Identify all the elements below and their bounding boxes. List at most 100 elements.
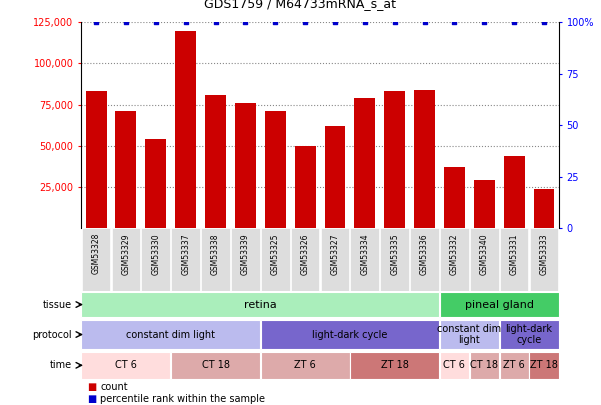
Text: CT 18: CT 18	[201, 360, 230, 370]
FancyBboxPatch shape	[440, 228, 469, 291]
Text: GSM53339: GSM53339	[241, 233, 250, 275]
Text: GSM53325: GSM53325	[270, 233, 279, 275]
Point	[539, 19, 549, 26]
FancyBboxPatch shape	[291, 228, 320, 291]
Text: GSM53326: GSM53326	[300, 233, 310, 275]
Bar	[474, 180, 495, 228]
Point	[270, 19, 280, 26]
FancyBboxPatch shape	[81, 352, 171, 379]
Text: ZT 18: ZT 18	[530, 360, 558, 370]
Point	[450, 19, 459, 26]
Text: percentile rank within the sample: percentile rank within the sample	[100, 394, 266, 404]
FancyBboxPatch shape	[261, 320, 439, 350]
FancyBboxPatch shape	[141, 228, 170, 291]
FancyBboxPatch shape	[410, 228, 439, 291]
Bar	[205, 95, 226, 228]
FancyBboxPatch shape	[261, 228, 290, 291]
Text: light-dark
cycle: light-dark cycle	[505, 324, 552, 345]
Point	[360, 19, 370, 26]
Text: time: time	[49, 360, 72, 370]
Bar	[444, 167, 465, 228]
Bar	[355, 98, 375, 228]
FancyBboxPatch shape	[261, 352, 350, 379]
Bar	[414, 90, 435, 228]
Text: GSM53333: GSM53333	[540, 233, 549, 275]
FancyBboxPatch shape	[500, 228, 528, 291]
Text: GSM53338: GSM53338	[211, 233, 220, 275]
Text: GSM53340: GSM53340	[480, 233, 489, 275]
Point	[390, 19, 400, 26]
FancyBboxPatch shape	[469, 352, 499, 379]
FancyBboxPatch shape	[82, 228, 111, 291]
Point	[300, 19, 310, 26]
Bar	[175, 30, 196, 228]
Text: CT 6: CT 6	[115, 360, 137, 370]
Text: GSM53337: GSM53337	[181, 233, 190, 275]
Text: GSM53335: GSM53335	[390, 233, 399, 275]
Point	[181, 19, 191, 26]
Point	[509, 19, 519, 26]
Text: ZT 6: ZT 6	[503, 360, 525, 370]
Text: GSM53329: GSM53329	[121, 233, 130, 275]
Text: ZT 18: ZT 18	[381, 360, 409, 370]
FancyBboxPatch shape	[440, 320, 499, 350]
Bar	[85, 92, 106, 228]
Text: constant dim light: constant dim light	[126, 330, 215, 339]
Text: tissue: tissue	[43, 300, 72, 309]
Point	[330, 19, 340, 26]
Text: constant dim
light: constant dim light	[438, 324, 501, 345]
Text: GSM53327: GSM53327	[331, 233, 340, 275]
Point	[211, 19, 221, 26]
FancyBboxPatch shape	[529, 352, 559, 379]
Point	[121, 19, 131, 26]
Bar	[115, 111, 136, 228]
Text: ■: ■	[87, 394, 96, 404]
FancyBboxPatch shape	[201, 228, 230, 291]
Text: CT 6: CT 6	[444, 360, 465, 370]
FancyBboxPatch shape	[112, 228, 140, 291]
FancyBboxPatch shape	[231, 228, 260, 291]
FancyBboxPatch shape	[440, 292, 559, 317]
FancyBboxPatch shape	[171, 228, 200, 291]
Text: CT 18: CT 18	[470, 360, 498, 370]
Text: pineal gland: pineal gland	[465, 300, 534, 309]
Text: GSM53331: GSM53331	[510, 233, 519, 275]
FancyBboxPatch shape	[320, 228, 349, 291]
Text: GSM53330: GSM53330	[151, 233, 160, 275]
Bar	[384, 92, 405, 228]
Text: light-dark cycle: light-dark cycle	[312, 330, 388, 339]
Bar	[145, 139, 166, 228]
Bar	[265, 111, 285, 228]
Text: ■: ■	[87, 382, 96, 392]
Text: GSM53328: GSM53328	[91, 233, 100, 275]
FancyBboxPatch shape	[470, 228, 499, 291]
FancyBboxPatch shape	[380, 228, 409, 291]
Text: GSM53332: GSM53332	[450, 233, 459, 275]
Point	[240, 19, 250, 26]
Point	[419, 19, 429, 26]
FancyBboxPatch shape	[499, 352, 529, 379]
Text: GSM53336: GSM53336	[420, 233, 429, 275]
FancyBboxPatch shape	[499, 320, 559, 350]
Bar	[325, 126, 346, 228]
Text: GSM53334: GSM53334	[361, 233, 370, 275]
Text: protocol: protocol	[32, 330, 72, 339]
Bar	[534, 188, 555, 228]
Point	[480, 19, 489, 26]
Bar	[504, 156, 525, 228]
Bar	[294, 146, 316, 228]
Point	[91, 19, 101, 26]
FancyBboxPatch shape	[81, 292, 439, 317]
Text: ZT 6: ZT 6	[294, 360, 316, 370]
FancyBboxPatch shape	[81, 320, 260, 350]
FancyBboxPatch shape	[529, 228, 558, 291]
Text: count: count	[100, 382, 128, 392]
Text: GDS1759 / M64733mRNA_s_at: GDS1759 / M64733mRNA_s_at	[204, 0, 397, 10]
FancyBboxPatch shape	[171, 352, 260, 379]
FancyBboxPatch shape	[440, 352, 469, 379]
FancyBboxPatch shape	[350, 228, 379, 291]
Point	[151, 19, 160, 26]
Text: retina: retina	[244, 300, 276, 309]
Bar	[235, 103, 256, 228]
FancyBboxPatch shape	[350, 352, 439, 379]
